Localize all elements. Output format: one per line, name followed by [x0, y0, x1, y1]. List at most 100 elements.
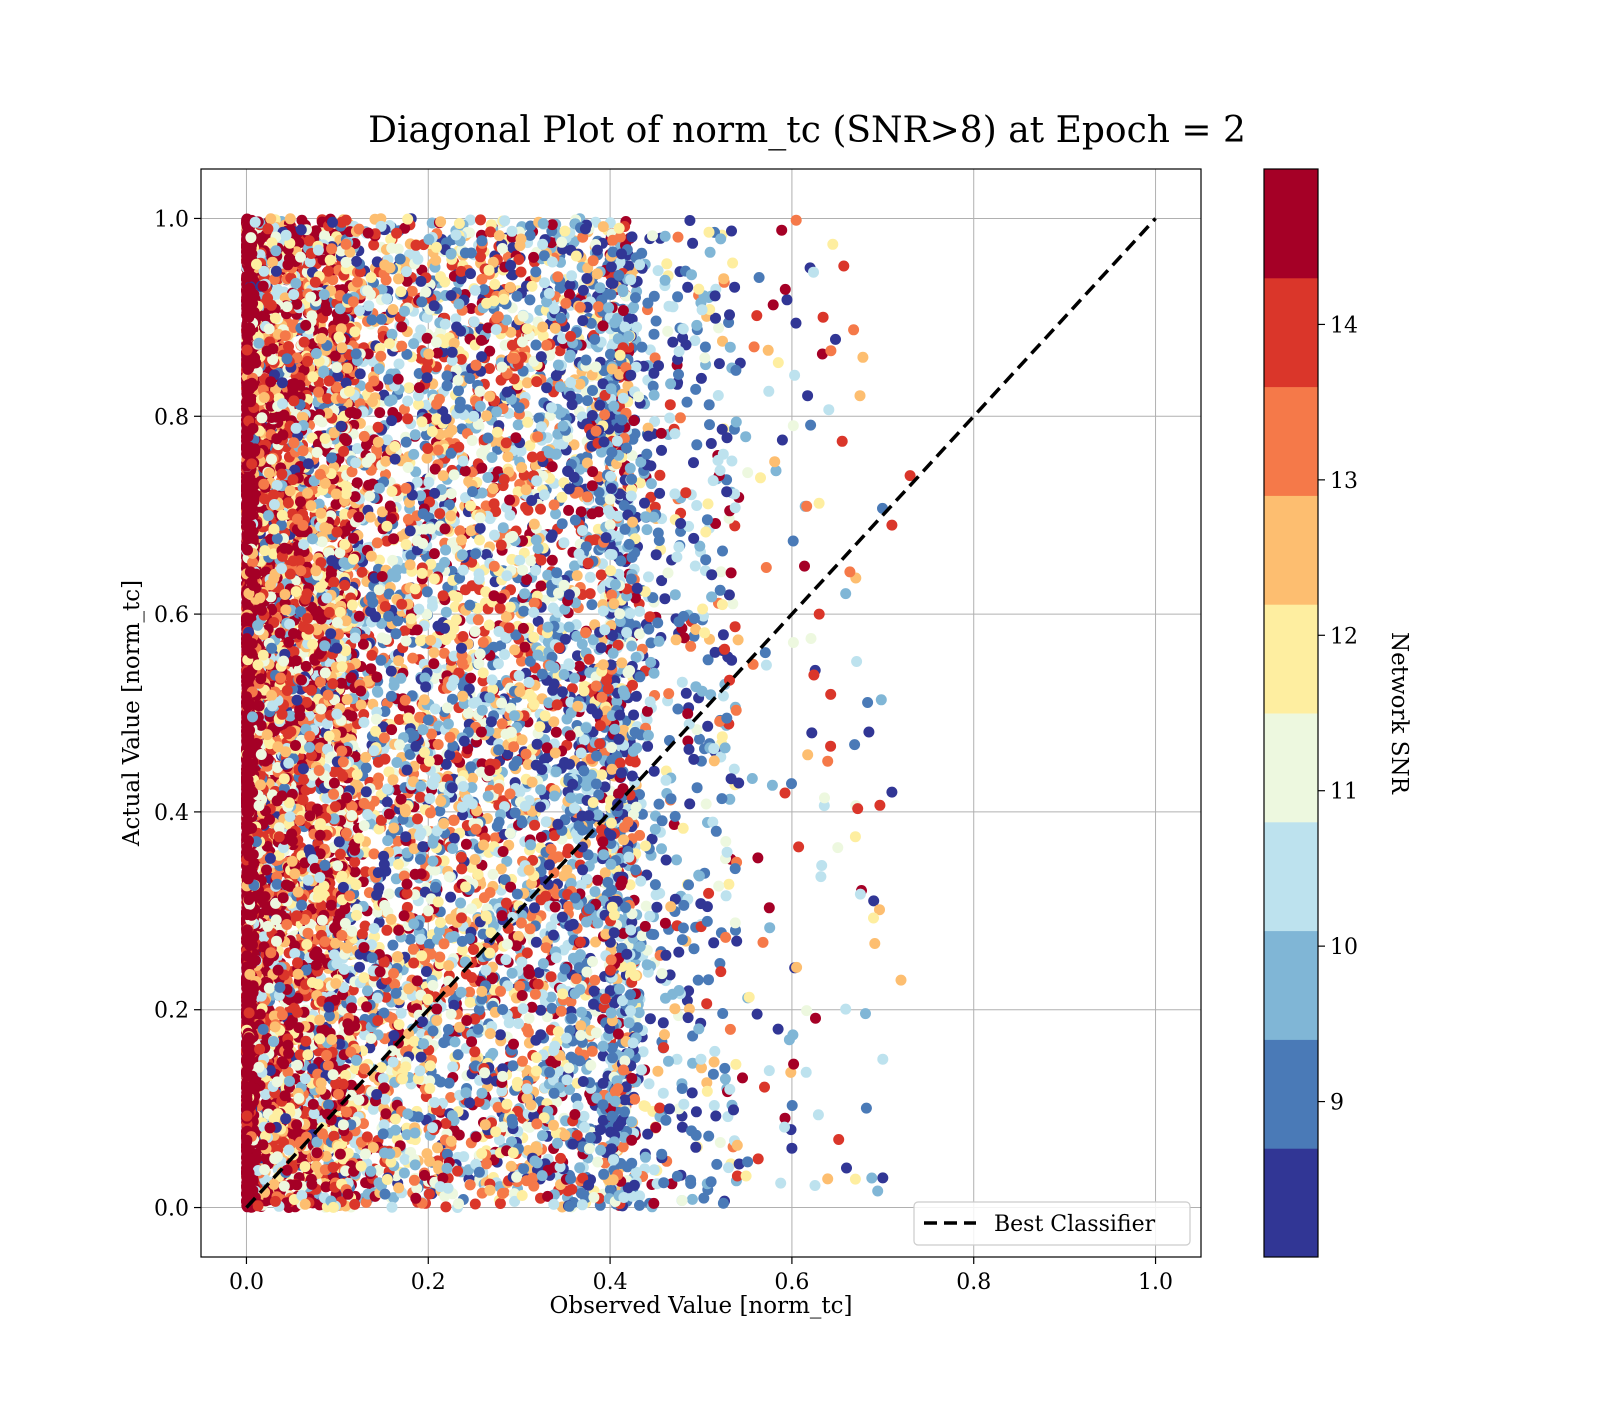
data-point [788, 637, 799, 648]
data-point [382, 784, 393, 795]
data-point [726, 226, 737, 237]
data-point [585, 572, 596, 583]
data-point [749, 341, 760, 352]
data-point [427, 596, 438, 607]
data-point [551, 370, 562, 381]
data-point [737, 1072, 748, 1083]
data-point [631, 322, 642, 333]
data-point [652, 1066, 663, 1077]
data-point [874, 800, 885, 811]
data-point [576, 1007, 587, 1018]
data-point [703, 498, 714, 509]
data-point [445, 892, 456, 903]
data-point [763, 345, 774, 356]
data-point [413, 1111, 424, 1122]
data-point [488, 483, 499, 494]
data-point [722, 847, 733, 858]
data-point [782, 294, 793, 305]
data-point [775, 1178, 786, 1189]
data-point [634, 1200, 645, 1211]
data-point [720, 1074, 731, 1085]
data-point [658, 1017, 669, 1028]
data-point [669, 1003, 680, 1014]
data-point [840, 1004, 851, 1015]
data-point [642, 741, 653, 752]
data-point [719, 1063, 730, 1074]
data-point [368, 240, 379, 251]
data-point [768, 299, 779, 310]
data-point [877, 1054, 888, 1065]
data-point [752, 1009, 763, 1020]
data-point [690, 561, 701, 572]
data-point [399, 1168, 410, 1179]
data-point [690, 1142, 701, 1153]
data-point [825, 689, 836, 700]
data-point [760, 647, 771, 658]
data-point [761, 562, 772, 573]
data-point [687, 1087, 698, 1098]
data-point [422, 586, 433, 597]
data-point [886, 787, 897, 798]
data-point [805, 420, 816, 431]
data-point [659, 593, 670, 604]
data-point [718, 691, 729, 702]
data-point [579, 1111, 590, 1122]
data-point [669, 428, 680, 439]
data-point [799, 561, 810, 572]
data-point [463, 708, 474, 719]
data-point [643, 571, 654, 582]
data-point [688, 457, 699, 468]
data-point [531, 1141, 542, 1152]
data-point [764, 1065, 775, 1076]
data-point [730, 1059, 741, 1070]
data-point [522, 505, 533, 516]
data-point [725, 1024, 736, 1035]
data-point [896, 975, 907, 986]
data-point [713, 322, 724, 333]
data-point [403, 382, 414, 393]
data-point [641, 901, 652, 912]
data-point [825, 741, 836, 752]
data-point [524, 294, 535, 305]
data-point [405, 934, 416, 945]
data-point [751, 310, 762, 321]
data-point [767, 780, 778, 791]
data-point [433, 739, 444, 750]
data-point [644, 1078, 655, 1089]
data-point [876, 694, 887, 705]
data-point [563, 505, 574, 516]
data-point [780, 284, 791, 295]
data-point [651, 316, 662, 327]
data-point [474, 535, 485, 546]
data-point [394, 359, 405, 370]
data-point [716, 566, 727, 577]
data-point [523, 1027, 534, 1038]
data-point [877, 1172, 888, 1183]
data-point [753, 1153, 764, 1164]
data-point [656, 843, 667, 854]
data-point [634, 629, 645, 640]
data-point [758, 937, 769, 948]
data-point [703, 974, 714, 985]
data-point [801, 1005, 812, 1016]
data-point [702, 721, 713, 732]
data-point [818, 312, 829, 323]
data-point [822, 756, 833, 767]
data-point [886, 520, 897, 531]
data-point [673, 947, 684, 958]
data-point [718, 629, 729, 640]
data-point [848, 324, 859, 335]
data-point [701, 998, 712, 1009]
data-point [651, 549, 662, 560]
data-point [704, 419, 715, 430]
data-point [733, 634, 744, 645]
data-point [651, 889, 662, 900]
data-points [241, 213, 916, 1213]
data-point [704, 399, 715, 410]
data-point [671, 552, 682, 563]
data-point [806, 633, 817, 644]
data-point [684, 798, 695, 809]
data-point [564, 352, 575, 363]
chart-title: Diagonal Plot of norm_tc (SNR>8) at Epoc… [368, 110, 1246, 151]
